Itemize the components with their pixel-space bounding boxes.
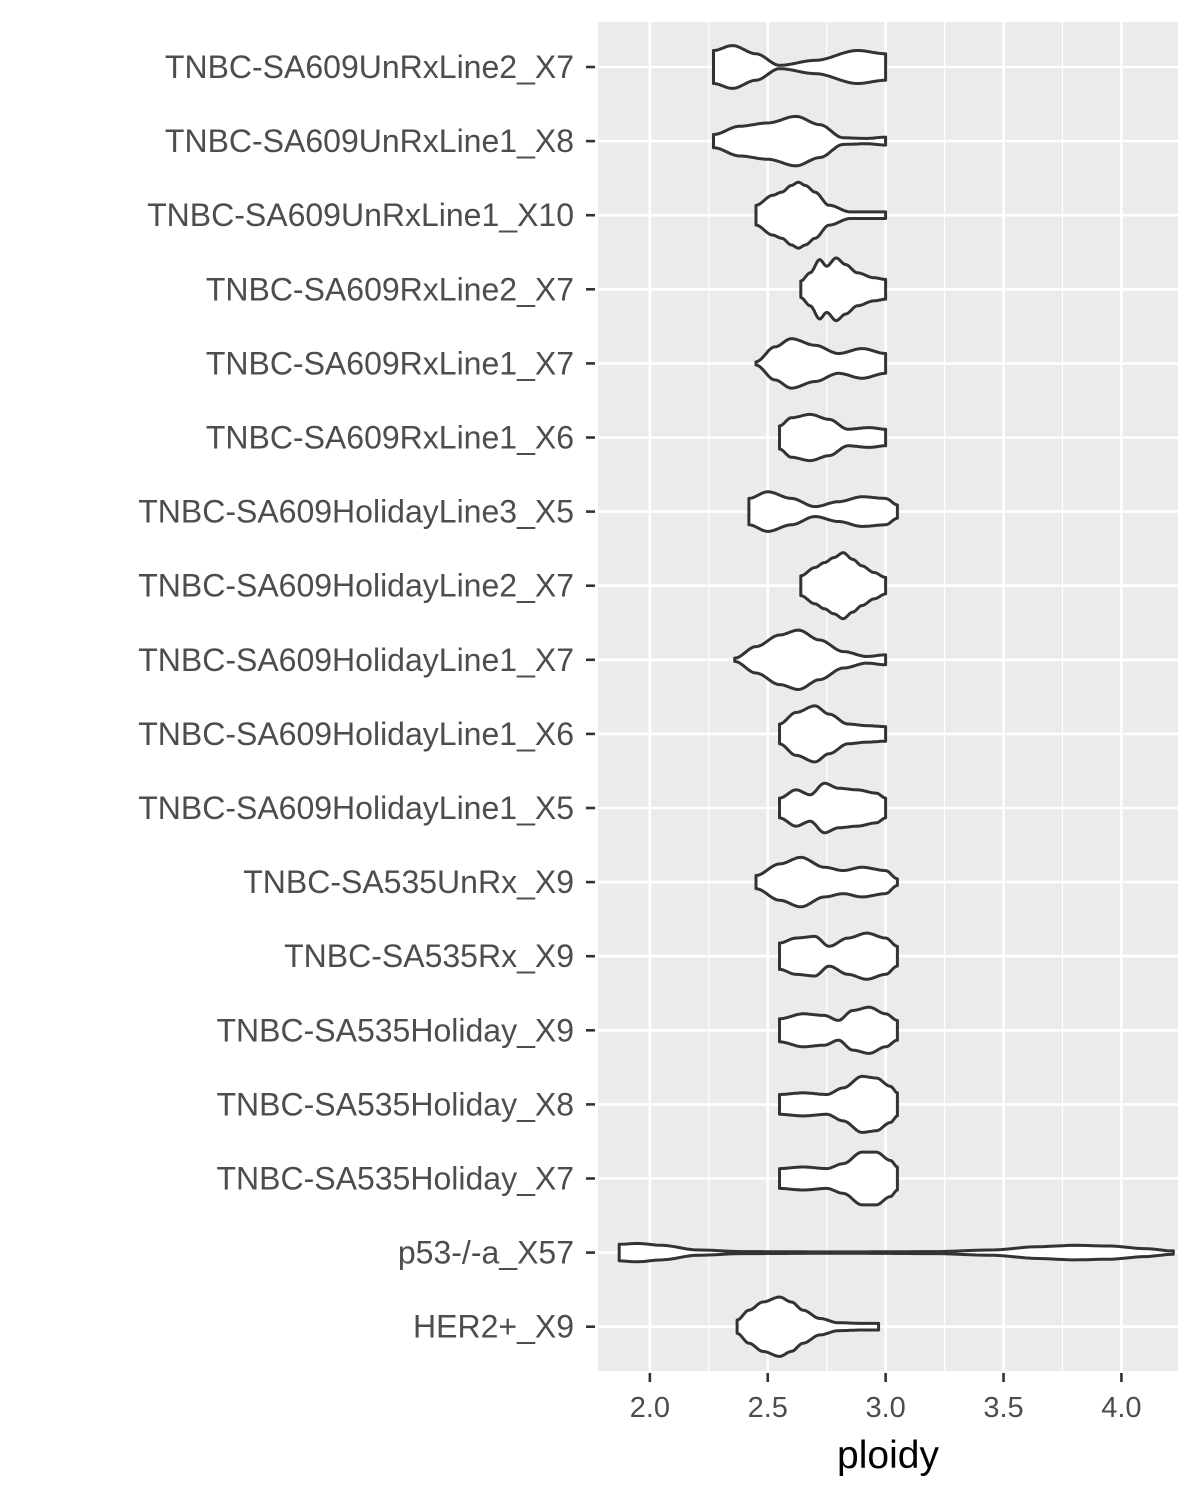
violin-shape <box>778 931 899 981</box>
x-tick-label: 4.0 <box>1101 1392 1141 1424</box>
y-tick-label: TNBC-SA609HolidayLine1_X5 <box>138 790 574 826</box>
violin-shape <box>799 551 888 621</box>
y-tick-label: TNBC-SA535Holiday_X8 <box>217 1086 575 1122</box>
violin-shape <box>712 44 888 90</box>
x-tick-label: 3.0 <box>865 1392 905 1424</box>
violin-shape <box>778 412 888 463</box>
violin-shape <box>778 704 888 764</box>
y-tick-label: TNBC-SA609RxLine2_X7 <box>206 271 574 307</box>
x-tick-label: 2.0 <box>630 1392 670 1424</box>
y-axis: TNBC-SA609UnRxLine2_X7 TNBC-SA609UnRxLine… <box>138 49 595 1345</box>
y-tick-label: TNBC-SA609RxLine1_X6 <box>206 420 574 456</box>
y-tick-label: TNBC-SA609UnRxLine2_X7 <box>165 49 574 85</box>
y-tick-label: TNBC-SA535UnRx_X9 <box>243 864 574 900</box>
y-tick-label: TNBC-SA609HolidayLine1_X6 <box>138 716 574 752</box>
violin-shape <box>747 490 899 533</box>
violin-shape <box>754 337 888 390</box>
x-tick-label: 3.5 <box>983 1392 1023 1424</box>
y-tick-label: TNBC-SA609HolidayLine2_X7 <box>138 568 574 604</box>
x-axis-title: ploidy <box>837 1434 939 1477</box>
violin-shape <box>617 1241 1175 1264</box>
y-tick-label: TNBC-SA535Rx_X9 <box>284 938 574 974</box>
violin-shape <box>778 781 888 835</box>
y-tick-label: TNBC-SA609RxLine1_X7 <box>206 345 574 381</box>
violins <box>617 44 1175 1358</box>
violin-shape <box>778 1150 899 1207</box>
plot-panel <box>598 22 1178 1371</box>
violin-shape <box>754 855 899 909</box>
violin-shape <box>778 1074 899 1134</box>
y-tick-label: TNBC-SA609HolidayLine3_X5 <box>138 494 574 530</box>
violin-shape <box>754 180 888 250</box>
y-tick-label: TNBC-SA609UnRxLine1_X8 <box>165 123 574 159</box>
x-tick-label: 2.5 <box>748 1392 788 1424</box>
violin-shape <box>778 1005 899 1055</box>
x-axis: 2.0 2.5 3.0 3.5 4.0 <box>630 1373 1142 1424</box>
y-tick-label: p53-/-a_X57 <box>398 1235 574 1271</box>
violin-shape <box>733 628 888 691</box>
y-tick-label: TNBC-SA609HolidayLine1_X7 <box>138 642 574 678</box>
violin-shape <box>735 1295 881 1358</box>
violin-shape <box>712 114 888 168</box>
y-tick-label: TNBC-SA535Holiday_X7 <box>217 1161 575 1197</box>
y-tick-label: TNBC-SA609UnRxLine1_X10 <box>147 197 574 233</box>
violin-shape <box>799 256 888 323</box>
y-tick-label: TNBC-SA535Holiday_X9 <box>217 1012 575 1048</box>
y-tick-label: HER2+_X9 <box>413 1309 574 1345</box>
